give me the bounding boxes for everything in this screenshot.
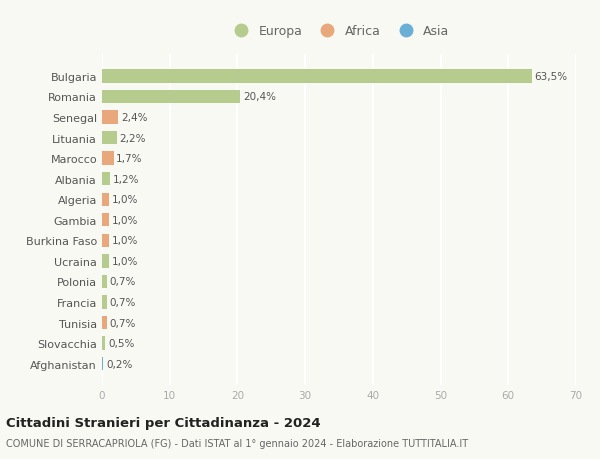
- Text: 63,5%: 63,5%: [535, 72, 568, 82]
- Bar: [102, 275, 107, 289]
- Bar: [102, 193, 109, 207]
- Text: 1,0%: 1,0%: [112, 256, 138, 266]
- Text: 2,4%: 2,4%: [121, 113, 148, 123]
- Bar: [102, 90, 240, 104]
- Bar: [102, 255, 109, 268]
- Text: COMUNE DI SERRACAPRIOLA (FG) - Dati ISTAT al 1° gennaio 2024 - Elaborazione TUTT: COMUNE DI SERRACAPRIOLA (FG) - Dati ISTA…: [6, 438, 468, 448]
- Bar: [102, 111, 118, 124]
- Text: 0,5%: 0,5%: [108, 338, 134, 348]
- Text: 1,0%: 1,0%: [112, 236, 138, 246]
- Text: 20,4%: 20,4%: [243, 92, 276, 102]
- Text: 0,7%: 0,7%: [109, 297, 136, 308]
- Bar: [102, 173, 110, 186]
- Bar: [102, 357, 103, 370]
- Text: Cittadini Stranieri per Cittadinanza - 2024: Cittadini Stranieri per Cittadinanza - 2…: [6, 416, 320, 429]
- Bar: [102, 316, 107, 330]
- Text: 1,0%: 1,0%: [112, 195, 138, 205]
- Text: 0,7%: 0,7%: [109, 277, 136, 287]
- Bar: [102, 132, 117, 145]
- Text: 0,2%: 0,2%: [106, 359, 133, 369]
- Legend: Europa, Africa, Asia: Europa, Africa, Asia: [225, 22, 453, 42]
- Text: 1,2%: 1,2%: [113, 174, 139, 185]
- Text: 1,7%: 1,7%: [116, 154, 143, 164]
- Bar: [102, 152, 113, 165]
- Text: 1,0%: 1,0%: [112, 215, 138, 225]
- Bar: [102, 213, 109, 227]
- Bar: [102, 234, 109, 247]
- Bar: [102, 296, 107, 309]
- Bar: [102, 70, 532, 84]
- Text: 2,2%: 2,2%: [119, 133, 146, 143]
- Bar: [102, 337, 106, 350]
- Text: 0,7%: 0,7%: [109, 318, 136, 328]
